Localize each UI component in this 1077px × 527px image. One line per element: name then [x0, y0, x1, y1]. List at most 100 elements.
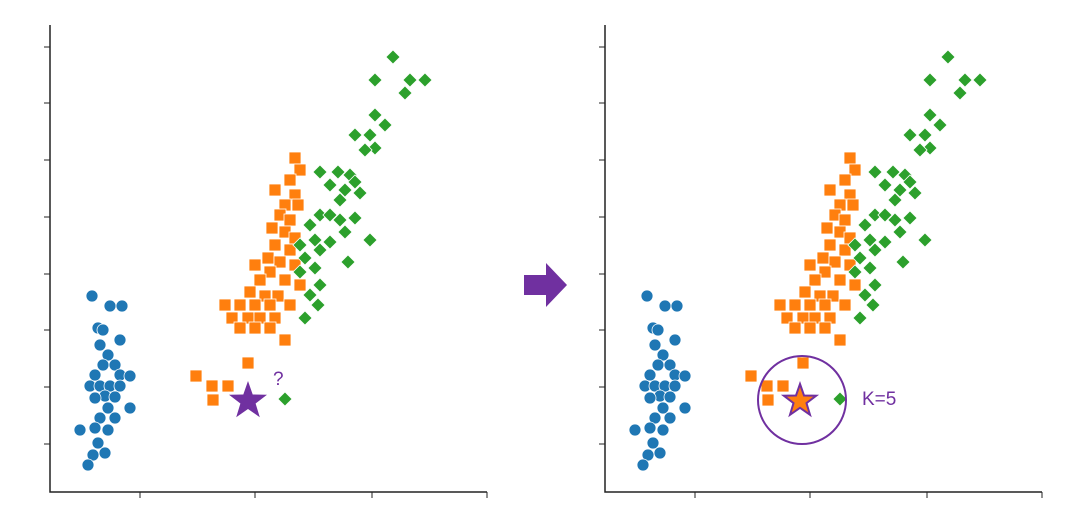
class-a-point	[103, 299, 117, 313]
class-a-point	[670, 299, 684, 313]
class-c-point	[877, 234, 893, 250]
class-b-point	[788, 321, 802, 335]
class-c-point	[972, 72, 988, 88]
class-a-point	[651, 323, 665, 337]
class-b-point	[838, 173, 852, 187]
class-c-point	[847, 264, 863, 280]
class-c-point	[297, 250, 313, 266]
k-neighborhood	[757, 355, 847, 445]
class-b-point	[265, 221, 279, 235]
class-b-point	[818, 321, 832, 335]
class-c-point	[402, 72, 418, 88]
class-b-point	[248, 258, 262, 272]
class-a-point	[643, 421, 657, 435]
class-b-point	[848, 278, 862, 292]
class-c-point	[940, 49, 956, 65]
class-c-point	[352, 185, 368, 201]
class-c-point	[337, 224, 353, 240]
class-c-point	[330, 164, 346, 180]
class-c-point	[302, 287, 318, 303]
class-a-point	[658, 299, 672, 313]
class-b-point	[253, 273, 267, 287]
class-a-point	[88, 368, 102, 382]
class-b-point	[796, 356, 810, 370]
class-b-point	[218, 298, 232, 312]
class-c-point	[862, 232, 878, 248]
class-b-point	[268, 238, 282, 252]
panel-after	[599, 25, 1043, 498]
class-a-point	[113, 333, 127, 347]
class-b-point	[225, 311, 239, 325]
class-a-point	[646, 436, 660, 450]
axes	[49, 25, 487, 493]
class-a-point	[88, 421, 102, 435]
class-a-point	[113, 379, 127, 393]
class-c-point	[302, 217, 318, 233]
class-b-point	[823, 183, 837, 197]
class-b-point	[798, 285, 812, 299]
class-b-point	[233, 298, 247, 312]
class-c-point	[337, 182, 353, 198]
class-c-point	[895, 254, 911, 270]
class-c-point	[902, 210, 918, 226]
class-a-point	[108, 390, 122, 404]
class-c-point	[867, 242, 883, 258]
class-c-point	[347, 210, 363, 226]
classified-point	[780, 380, 820, 418]
query-label: ?	[273, 369, 284, 390]
class-a-point	[656, 348, 670, 362]
class-c-point	[322, 177, 338, 193]
class-b-point	[833, 333, 847, 347]
class-c-point	[847, 237, 863, 253]
class-c-point	[307, 260, 323, 276]
class-b-point	[776, 379, 790, 393]
class-a-point	[91, 436, 105, 450]
class-c-point	[312, 164, 328, 180]
class-a-point	[96, 323, 110, 337]
class-a-point	[101, 348, 115, 362]
class-b-point	[283, 298, 297, 312]
class-a-point	[96, 358, 110, 372]
class-c-point	[902, 127, 918, 143]
class-b-point	[833, 273, 847, 287]
class-c-point	[277, 391, 293, 407]
class-c-point	[307, 232, 323, 248]
class-b-point	[233, 321, 247, 335]
class-b-point	[808, 273, 822, 287]
class-c-point	[892, 224, 908, 240]
class-b-point	[221, 379, 235, 393]
class-b-point	[263, 265, 277, 279]
class-b-point	[283, 243, 297, 257]
class-b-point	[278, 333, 292, 347]
class-c-point	[877, 177, 893, 193]
class-b-point	[803, 321, 817, 335]
class-c-point	[885, 164, 901, 180]
class-a-point	[93, 338, 107, 352]
class-c-point	[932, 117, 948, 133]
class-a-point	[668, 333, 682, 347]
class-b-point	[263, 298, 277, 312]
class-b-point	[780, 311, 794, 325]
class-a-point	[81, 458, 95, 472]
class-b-point	[189, 369, 203, 383]
class-b-point	[843, 151, 857, 165]
class-c-point	[292, 237, 308, 253]
class-c-point	[902, 174, 918, 190]
class-a-point	[678, 369, 692, 383]
class-c-point	[865, 297, 881, 313]
class-c-point	[852, 250, 868, 266]
class-b-point	[773, 298, 787, 312]
class-b-point	[283, 213, 297, 227]
class-b-point	[823, 238, 837, 252]
class-a-point	[643, 391, 657, 405]
class-a-point	[640, 289, 654, 303]
class-a-point	[668, 379, 682, 393]
class-c-point	[867, 207, 883, 223]
class-c-point	[952, 85, 968, 101]
class-a-point	[85, 289, 99, 303]
class-b-point	[288, 151, 302, 165]
class-b-point	[848, 163, 862, 177]
class-c-point	[367, 107, 383, 123]
class-c-point	[867, 277, 883, 293]
class-a-point	[656, 401, 670, 415]
